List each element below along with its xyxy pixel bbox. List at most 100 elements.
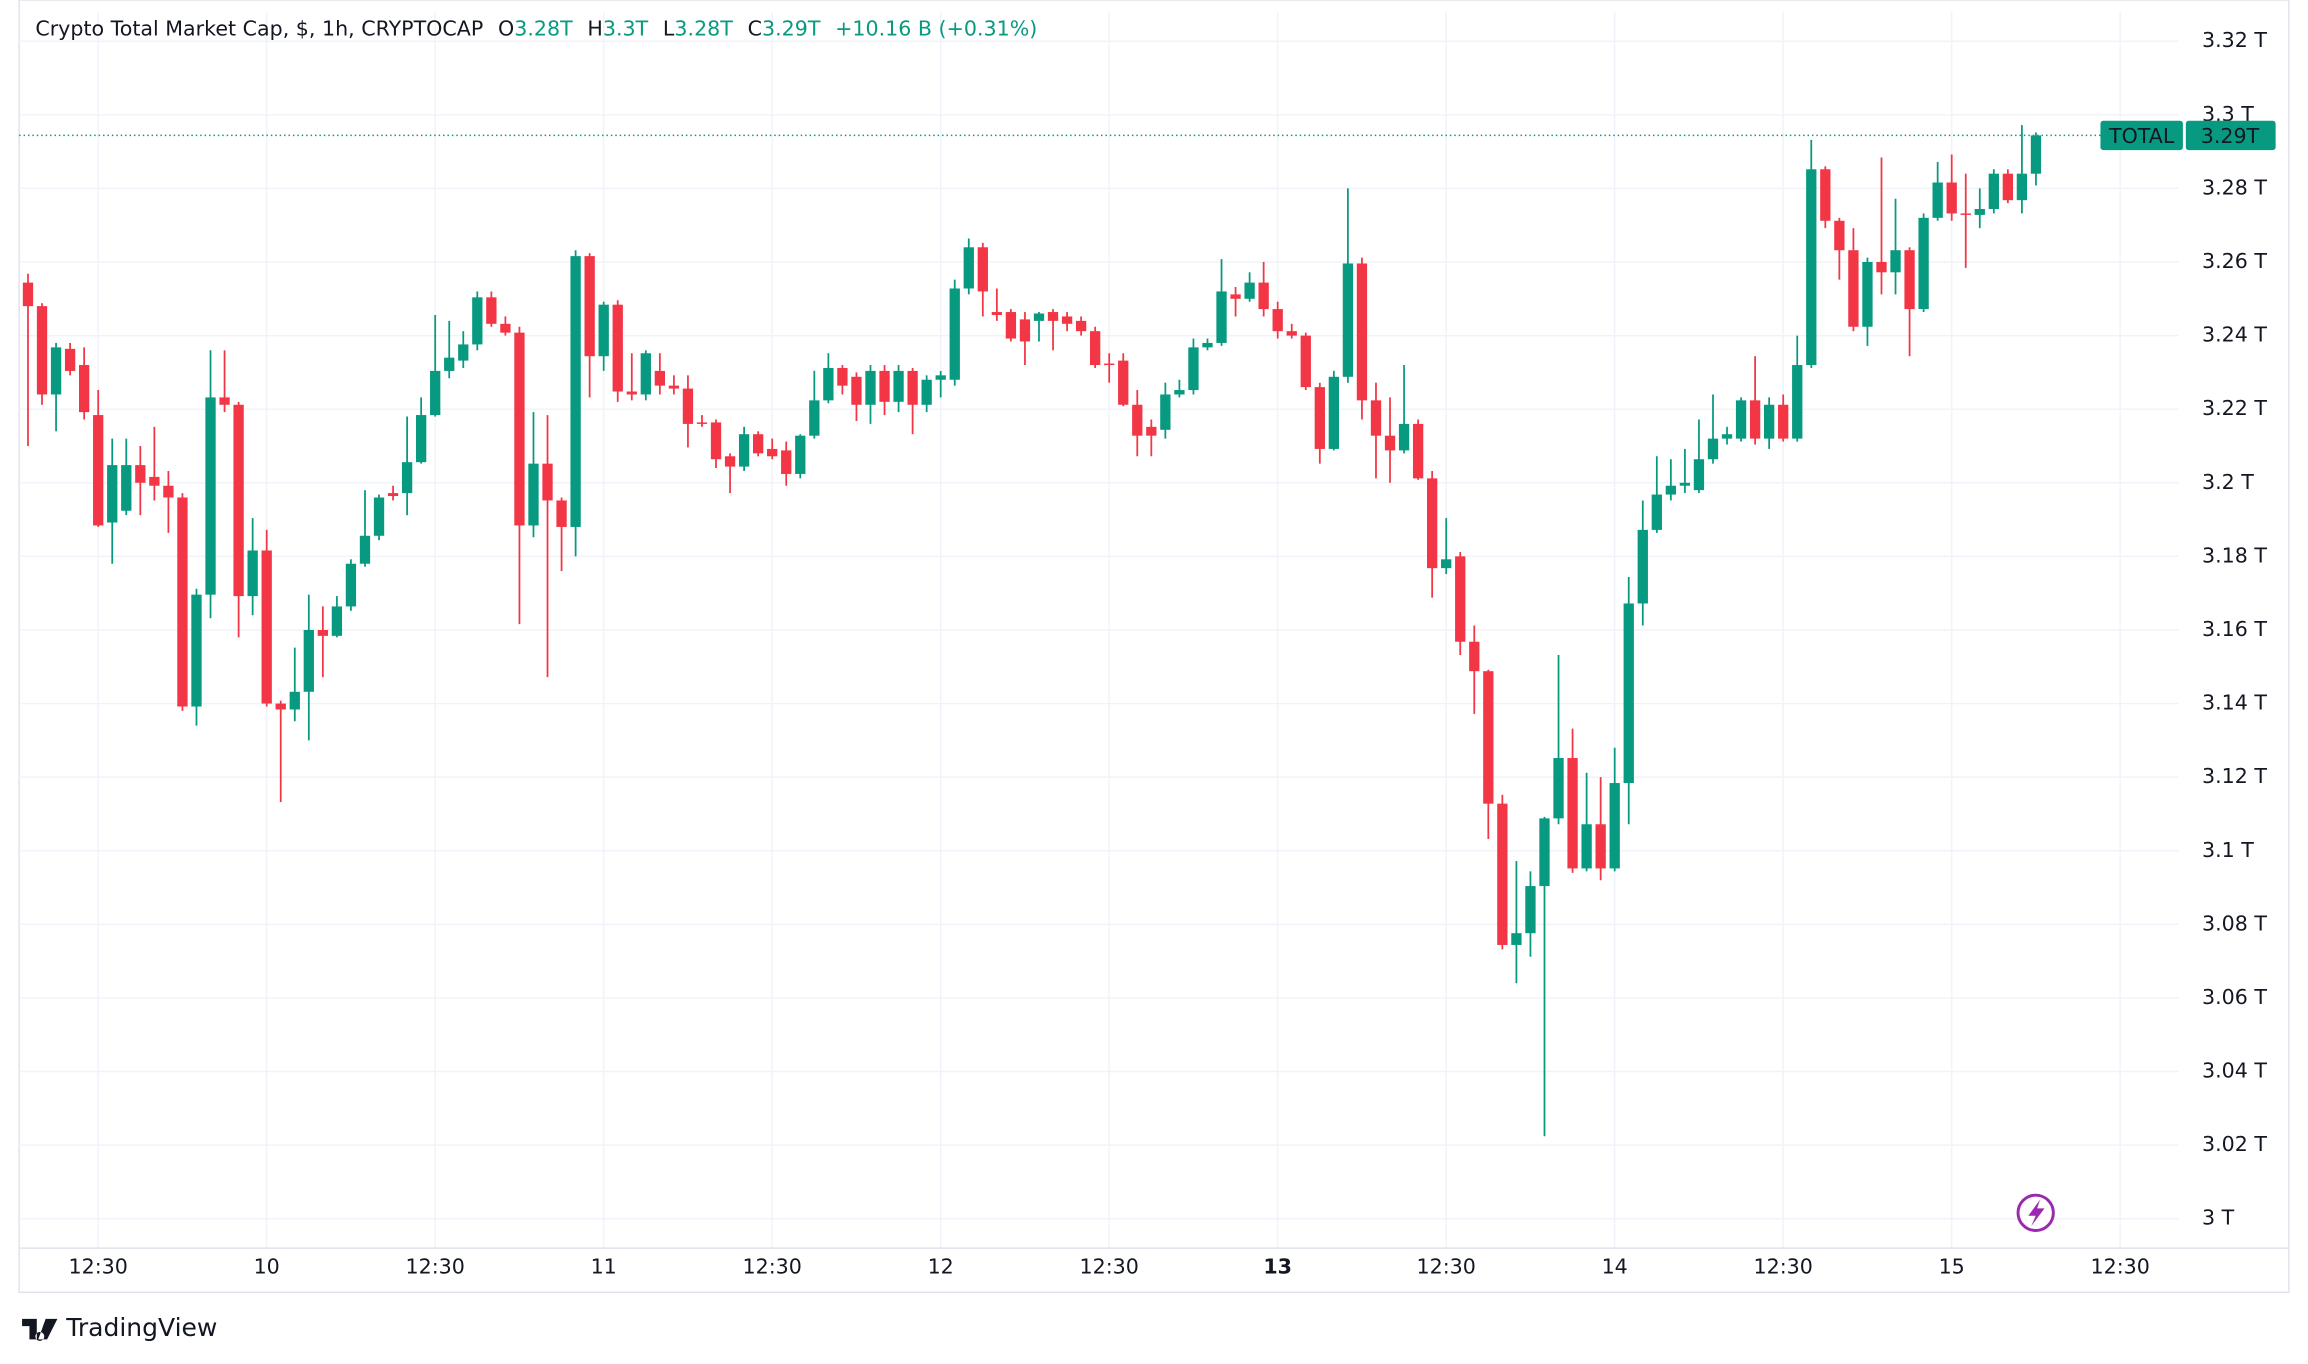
candle-body [1749, 400, 1761, 439]
candle-body [781, 450, 792, 474]
y-tick-label: 3.02 T [2202, 1132, 2267, 1156]
y-tick-label: 3.24 T [2202, 323, 2267, 347]
candle-body [1960, 213, 1971, 215]
candle-body [1567, 758, 1578, 869]
candle-body [1342, 263, 1354, 377]
candle-body [2016, 173, 2028, 201]
candle-body [247, 550, 258, 597]
candle-body [612, 304, 623, 392]
close-value: 3.29T [762, 16, 821, 40]
candle-body [1553, 758, 1564, 819]
candle-body [1764, 404, 1775, 439]
candle-body [359, 535, 371, 564]
candle-body [1061, 316, 1073, 324]
y-tick-label: 3 T [2202, 1206, 2235, 1230]
x-tick-label: 10 [254, 1254, 280, 1278]
candle-body [1848, 250, 1859, 327]
y-tick-label: 3.14 T [2202, 691, 2267, 715]
candle-body [289, 691, 300, 710]
x-tick-label: 12:30 [2091, 1254, 2150, 1278]
header: Crypto Total Market Cap, $, 1h, CRYPTOCA… [35, 16, 1037, 40]
candle-body [1483, 671, 1494, 804]
candle-body [935, 375, 946, 380]
candle-body [907, 370, 918, 405]
x-tick-label: 12:30 [69, 1254, 128, 1278]
candle-body [640, 353, 651, 395]
candle-body [1707, 438, 1719, 460]
y-tick-label: 3.28 T [2202, 175, 2267, 199]
candle-body [1511, 933, 1522, 945]
candle-body [22, 282, 34, 307]
candle-body [458, 344, 469, 361]
candle-body [1595, 824, 1606, 869]
candle-body [303, 629, 314, 692]
open-value: 3.28T [514, 16, 573, 40]
candle-body [415, 415, 427, 463]
candle-body [1693, 459, 1705, 491]
candle-body [1469, 641, 1480, 672]
candle-body [1988, 173, 1999, 210]
candle-body [963, 247, 974, 289]
icon-bolt[interactable] [2028, 1199, 2045, 1227]
high-value: 3.3T [603, 16, 649, 40]
candle-body [1384, 435, 1396, 451]
candle-body [682, 388, 694, 424]
y-tick-label: 3.04 T [2202, 1059, 2267, 1083]
candle-body [696, 422, 708, 424]
candle-body [1300, 335, 1311, 388]
candle-body [893, 370, 904, 402]
x-tick-label: 12:30 [1754, 1254, 1813, 1278]
candle-body [2030, 135, 2042, 174]
x-tick-label: 12:30 [406, 1254, 465, 1278]
y-tick-label: 3.18 T [2202, 543, 2267, 567]
candles [19, 125, 2179, 1137]
candle-body [1089, 331, 1101, 366]
logo[interactable]: TradingView [22, 1313, 217, 1342]
candle-body [149, 476, 160, 486]
candle-body [121, 465, 132, 511]
y-tick-label: 3.3 T [2202, 102, 2254, 126]
candle-body [1188, 347, 1199, 391]
candle-body [219, 397, 230, 405]
candle-body [837, 367, 848, 386]
candle-body [93, 415, 104, 526]
candle-body [317, 629, 329, 636]
x-tick-label: 12:30 [743, 1254, 802, 1278]
y-tick-label: 3.2 T [2202, 470, 2254, 494]
candle-body [1806, 169, 1817, 366]
candle-body [1890, 250, 1901, 273]
candle-body [1679, 482, 1691, 486]
candle-body [1974, 209, 1985, 215]
candle-body [1230, 294, 1241, 299]
candle-body [373, 497, 385, 536]
x-tick-label: 13 [1263, 1254, 1292, 1278]
candle-body [1118, 360, 1129, 405]
candle-body [1244, 282, 1255, 299]
candle-body [1497, 803, 1508, 945]
candle-body [500, 323, 511, 333]
candle-body [1258, 282, 1269, 310]
candle-body [1398, 423, 1410, 451]
candle-body [570, 256, 581, 527]
candle-body [1721, 434, 1733, 439]
candle-body [2002, 173, 2014, 201]
candle-body [1075, 320, 1087, 332]
candle-body [514, 332, 525, 526]
candle-body [1146, 426, 1157, 436]
watermark[interactable]: TradingView [65, 1313, 217, 1342]
symbol-tag [2100, 120, 2183, 151]
candle-body [809, 400, 820, 436]
low-value: 3.28T [674, 16, 733, 40]
candle-body [345, 563, 357, 607]
lightning-icon[interactable] [2016, 1193, 2055, 1232]
candle-body [584, 256, 595, 357]
candle-body [331, 606, 343, 636]
y-tick-label: 3.1 T [2202, 838, 2254, 862]
candle-body [163, 485, 174, 498]
candle-body [1412, 423, 1424, 479]
candle-body [1792, 365, 1803, 439]
candle-body [78, 365, 90, 413]
candle-body [1047, 312, 1059, 321]
candle-body [977, 247, 988, 292]
logo-mark[interactable] [22, 1318, 58, 1341]
